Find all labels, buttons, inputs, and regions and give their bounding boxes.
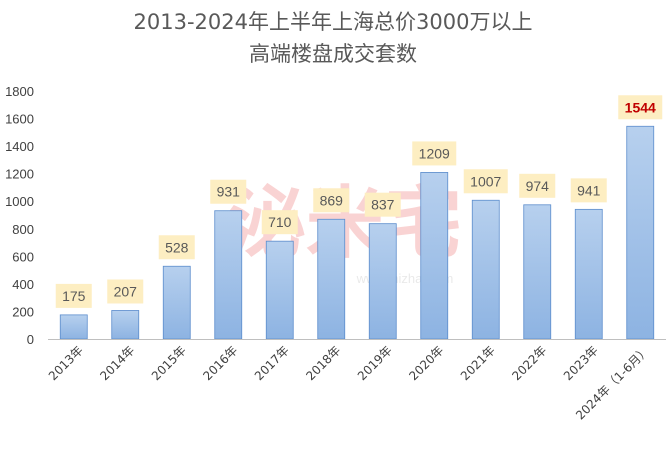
x-tick-label: 2014年 xyxy=(97,343,137,383)
data-label: 1007 xyxy=(470,173,501,189)
data-label-background xyxy=(210,179,247,204)
bar xyxy=(265,240,294,340)
x-tick-label: 2021年 xyxy=(458,343,498,383)
data-label-background xyxy=(261,210,298,235)
data-label-background xyxy=(364,192,401,217)
x-tick-label: 2019年 xyxy=(355,343,395,383)
bar xyxy=(111,310,140,340)
data-label: 974 xyxy=(526,178,550,194)
data-label-background xyxy=(412,141,457,166)
x-tick-label: 2013年 xyxy=(46,343,86,383)
chart-title: 2013-2024年上半年上海总价3000万以上 xyxy=(133,10,533,34)
y-tick-label: 400 xyxy=(12,277,34,292)
data-label-background xyxy=(618,95,663,120)
y-tick-label: 1000 xyxy=(5,194,34,209)
data-label: 869 xyxy=(320,192,344,208)
y-tick-label: 1600 xyxy=(5,112,34,127)
data-label-background xyxy=(519,173,556,198)
x-tick-label: 2017年 xyxy=(252,343,292,383)
data-label-background xyxy=(55,283,92,308)
data-label-background xyxy=(463,169,508,194)
data-label-background xyxy=(313,188,350,213)
y-axis: 0 200 400 600 800 1000 1200 1400 1600 1800 xyxy=(5,84,34,347)
data-label: 207 xyxy=(114,283,138,299)
data-label: 710 xyxy=(268,214,292,230)
y-tick-label: 1800 xyxy=(5,84,34,99)
bar xyxy=(626,125,655,340)
bar xyxy=(420,172,449,340)
data-label: 175 xyxy=(62,288,86,304)
x-tick-label: 2023年 xyxy=(561,343,601,383)
y-tick-label: 600 xyxy=(12,249,34,264)
data-label-background xyxy=(570,178,607,203)
data-label-background xyxy=(158,235,195,260)
data-label: 941 xyxy=(577,182,601,198)
bar xyxy=(574,208,603,340)
x-tick-label: 2018年 xyxy=(303,343,343,383)
x-tick-label: 2020年 xyxy=(406,343,446,383)
y-tick-label: 1200 xyxy=(5,167,34,182)
data-label: 931 xyxy=(217,184,241,200)
data-label: 528 xyxy=(165,239,189,255)
bar xyxy=(471,199,500,340)
bar xyxy=(162,265,191,340)
data-label: 837 xyxy=(371,197,395,213)
data-label: 1544 xyxy=(625,99,656,115)
x-axis: 2013年 2014年 2015年 2016年 2017年 2018年 2019年 2020年… xyxy=(46,339,666,423)
data-label: 1209 xyxy=(419,145,450,161)
bar xyxy=(59,314,88,340)
bar xyxy=(214,210,243,340)
y-tick-label: 200 xyxy=(12,304,34,319)
bar xyxy=(317,218,346,340)
x-tick-label: 2016年 xyxy=(200,343,240,383)
bar xyxy=(523,204,552,340)
bars xyxy=(59,125,655,340)
data-label-background xyxy=(107,279,144,304)
chart-subtitle: 高端楼盘成交套数 xyxy=(249,42,417,66)
y-tick-label: 800 xyxy=(12,222,34,237)
y-tick-label: 1400 xyxy=(5,139,34,154)
data-labels: 175 207 528 931 710 869 837 1209 1007 974 941 1544 xyxy=(55,95,663,308)
bar xyxy=(368,223,397,340)
y-tick-label: 0 xyxy=(27,332,34,347)
x-tick-label: 2022年 xyxy=(509,343,549,383)
x-tick-label: 2015年 xyxy=(149,343,189,383)
